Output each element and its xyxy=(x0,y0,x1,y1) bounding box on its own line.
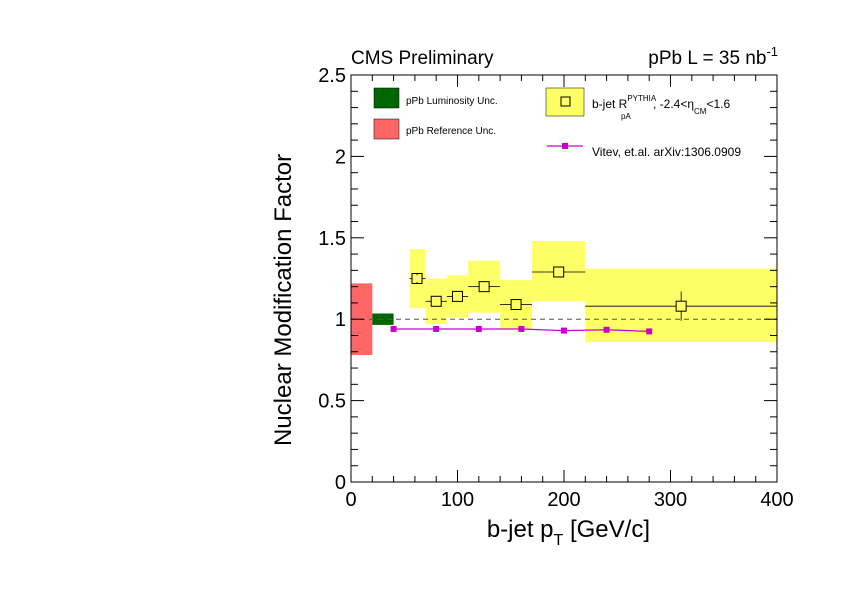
sys-band-5 xyxy=(532,241,586,302)
y-tick-label: 2 xyxy=(335,146,346,168)
data-point-5 xyxy=(532,266,586,278)
marker xyxy=(675,300,687,312)
y-tick-label: 0 xyxy=(335,472,346,494)
data-point-0 xyxy=(409,273,426,284)
y-tick-label: 0.5 xyxy=(318,391,346,413)
y-tick-label: 2.5 xyxy=(318,65,346,87)
legend-luminosity-label: pPb Luminosity Unc. xyxy=(406,96,498,107)
theory-point-4 xyxy=(561,327,567,334)
x-tick-label: 400 xyxy=(760,489,793,511)
data-point-3 xyxy=(468,281,501,293)
x-axis-title: b-jet pT [GeV/c] xyxy=(487,516,650,549)
x-tick-label: 300 xyxy=(654,489,687,511)
systematic-bands xyxy=(409,241,777,342)
data-point-1 xyxy=(425,295,447,307)
legend-theory-marker xyxy=(562,143,568,149)
legend-data-label: b-jet RPYTHIA pA, -2.4<ηCM<1.6 xyxy=(592,94,731,121)
x-tick-label: 100 xyxy=(441,489,474,511)
marker xyxy=(430,295,442,307)
marker xyxy=(452,290,463,302)
y-axis-title: Nuclear Modification Factor xyxy=(270,154,297,446)
legend: pPb Luminosity Unc. pPb Reference Unc. b-j… xyxy=(373,87,741,159)
data-point-2 xyxy=(446,290,469,302)
sys-band-6 xyxy=(585,268,777,342)
data-points xyxy=(409,266,777,321)
tick-labels: 0 100 200 300 400 0 0.5 1 1.5 2 2.5 xyxy=(318,65,794,511)
data-point-4 xyxy=(500,299,533,311)
legend-data-swatch xyxy=(545,87,585,117)
theory-point-6 xyxy=(646,328,653,335)
legend-luminosity-swatch xyxy=(373,87,400,109)
theory-point-0 xyxy=(390,325,397,332)
x-tick-label: 0 xyxy=(345,489,356,511)
sys-band-1 xyxy=(425,278,447,325)
marker xyxy=(478,281,490,293)
y-tick-label: 1 xyxy=(335,309,346,331)
data-point-6 xyxy=(585,291,777,321)
marker xyxy=(553,266,565,278)
legend-data-marker xyxy=(560,96,571,107)
legend-reference-swatch xyxy=(373,118,400,140)
legend-theory-label: Vitev, et.al. arXiv:1306.0909 xyxy=(592,145,741,159)
theory-point-1 xyxy=(433,325,440,332)
marker xyxy=(411,273,423,284)
sys-band-2 xyxy=(446,275,469,318)
legend-reference-label: pPb Reference Unc. xyxy=(406,126,496,137)
header-right: pPb L = 35 nb-1 xyxy=(648,44,778,69)
header-left: CMS Preliminary xyxy=(351,48,494,69)
marker xyxy=(510,299,522,311)
theory-point-5 xyxy=(603,326,610,333)
x-tick-label: 200 xyxy=(547,489,580,511)
y-tick-label: 1.5 xyxy=(318,228,346,250)
theory-point-2 xyxy=(475,325,482,332)
theory-point-3 xyxy=(518,325,525,332)
theory-curve xyxy=(390,325,653,335)
sys-band-0 xyxy=(409,249,426,308)
axis-ticks xyxy=(350,74,778,483)
